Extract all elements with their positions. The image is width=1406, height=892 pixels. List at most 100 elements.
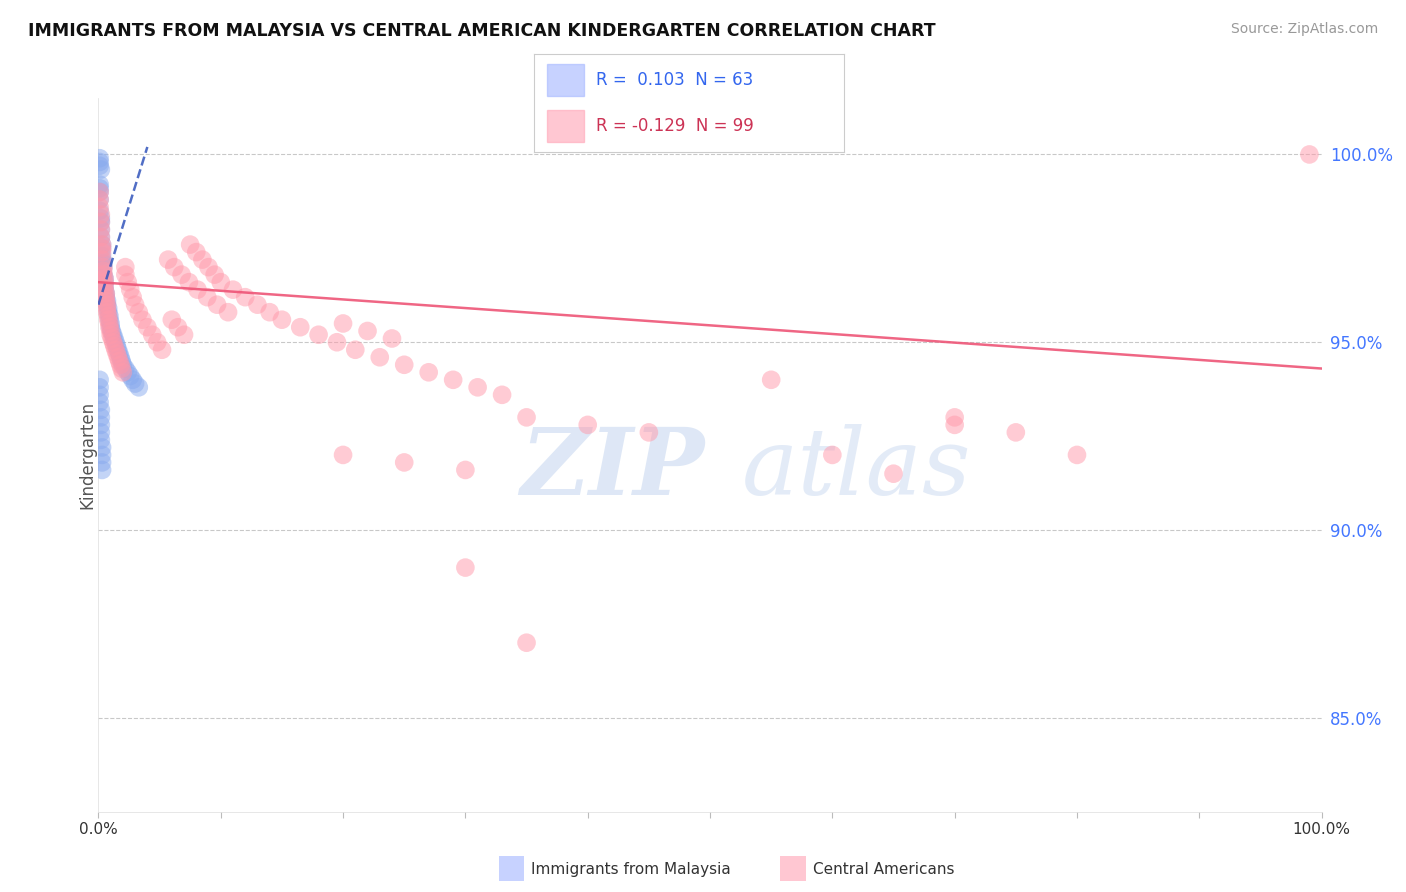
Point	[89, 185, 111, 199]
Point	[94, 293, 117, 308]
Point	[96, 298, 118, 312]
Point	[290, 320, 312, 334]
Point	[467, 380, 489, 394]
Point	[93, 271, 115, 285]
Point	[90, 208, 112, 222]
Point	[197, 260, 219, 274]
Point	[217, 305, 239, 319]
Bar	[547, 64, 583, 95]
Point	[332, 317, 354, 331]
Point	[96, 305, 118, 319]
Point	[89, 373, 111, 387]
Point	[111, 358, 134, 372]
Point	[90, 222, 112, 236]
Point	[761, 373, 783, 387]
Point	[105, 346, 128, 360]
Point	[93, 271, 115, 285]
Point	[91, 260, 114, 274]
Point	[1066, 448, 1088, 462]
Point	[131, 312, 153, 326]
Point	[93, 279, 115, 293]
Point	[89, 193, 111, 207]
Point	[90, 215, 112, 229]
Text: IMMIGRANTS FROM MALAYSIA VS CENTRAL AMERICAN KINDERGARTEN CORRELATION CHART: IMMIGRANTS FROM MALAYSIA VS CENTRAL AMER…	[28, 22, 936, 40]
Point	[105, 339, 128, 353]
Point	[121, 373, 143, 387]
Point	[114, 361, 136, 376]
Point	[392, 455, 416, 469]
Point	[91, 441, 114, 455]
Point	[454, 463, 477, 477]
Point	[89, 203, 111, 218]
Point	[91, 256, 114, 270]
Y-axis label: Kindergarten: Kindergarten	[79, 401, 96, 509]
Point	[157, 252, 180, 267]
Point	[136, 320, 159, 334]
Point	[100, 320, 122, 334]
Point	[128, 380, 150, 394]
Point	[204, 268, 226, 282]
Point	[163, 260, 186, 274]
Point	[170, 268, 193, 282]
Point	[173, 327, 195, 342]
Point	[98, 312, 121, 326]
Text: Source: ZipAtlas.com: Source: ZipAtlas.com	[1230, 22, 1378, 37]
Point	[103, 331, 125, 345]
Point	[91, 241, 114, 255]
Point	[97, 312, 120, 326]
Point	[89, 395, 111, 409]
Point	[368, 351, 391, 365]
Point	[97, 309, 120, 323]
Point	[124, 376, 146, 391]
Point	[356, 324, 378, 338]
Point	[392, 358, 416, 372]
Point	[90, 162, 112, 177]
Point	[576, 417, 599, 432]
Point	[89, 200, 111, 214]
Point	[104, 343, 127, 357]
Point	[638, 425, 661, 440]
Point	[110, 351, 132, 365]
Point	[93, 275, 115, 289]
Point	[100, 317, 122, 331]
Point	[418, 365, 440, 379]
Point	[107, 351, 129, 365]
Point	[93, 275, 115, 289]
Point	[111, 365, 134, 379]
Point	[344, 343, 367, 357]
Point	[1004, 425, 1026, 440]
Point	[308, 327, 330, 342]
Point	[270, 312, 294, 326]
Point	[107, 343, 129, 357]
Point	[381, 331, 404, 345]
Text: atlas: atlas	[742, 425, 972, 514]
Point	[1298, 147, 1320, 161]
Point	[91, 237, 114, 252]
Point	[89, 159, 111, 173]
Point	[332, 448, 354, 462]
Point	[91, 268, 114, 282]
Point	[98, 320, 121, 334]
Point	[100, 327, 122, 342]
Point	[117, 365, 139, 379]
Point	[454, 560, 477, 574]
Point	[120, 369, 142, 384]
Point	[515, 410, 537, 425]
Point	[101, 324, 124, 338]
Point	[89, 181, 111, 195]
Text: Central Americans: Central Americans	[813, 863, 955, 877]
Point	[91, 237, 114, 252]
Point	[90, 222, 112, 236]
Point	[96, 298, 118, 312]
Point	[104, 335, 127, 350]
Point	[90, 211, 112, 226]
Point	[94, 290, 117, 304]
Point	[91, 260, 114, 274]
Point	[93, 283, 115, 297]
Point	[98, 317, 121, 331]
Point	[91, 252, 114, 267]
Point	[97, 305, 120, 319]
Point	[90, 215, 112, 229]
Point	[114, 268, 136, 282]
Point	[91, 245, 114, 260]
